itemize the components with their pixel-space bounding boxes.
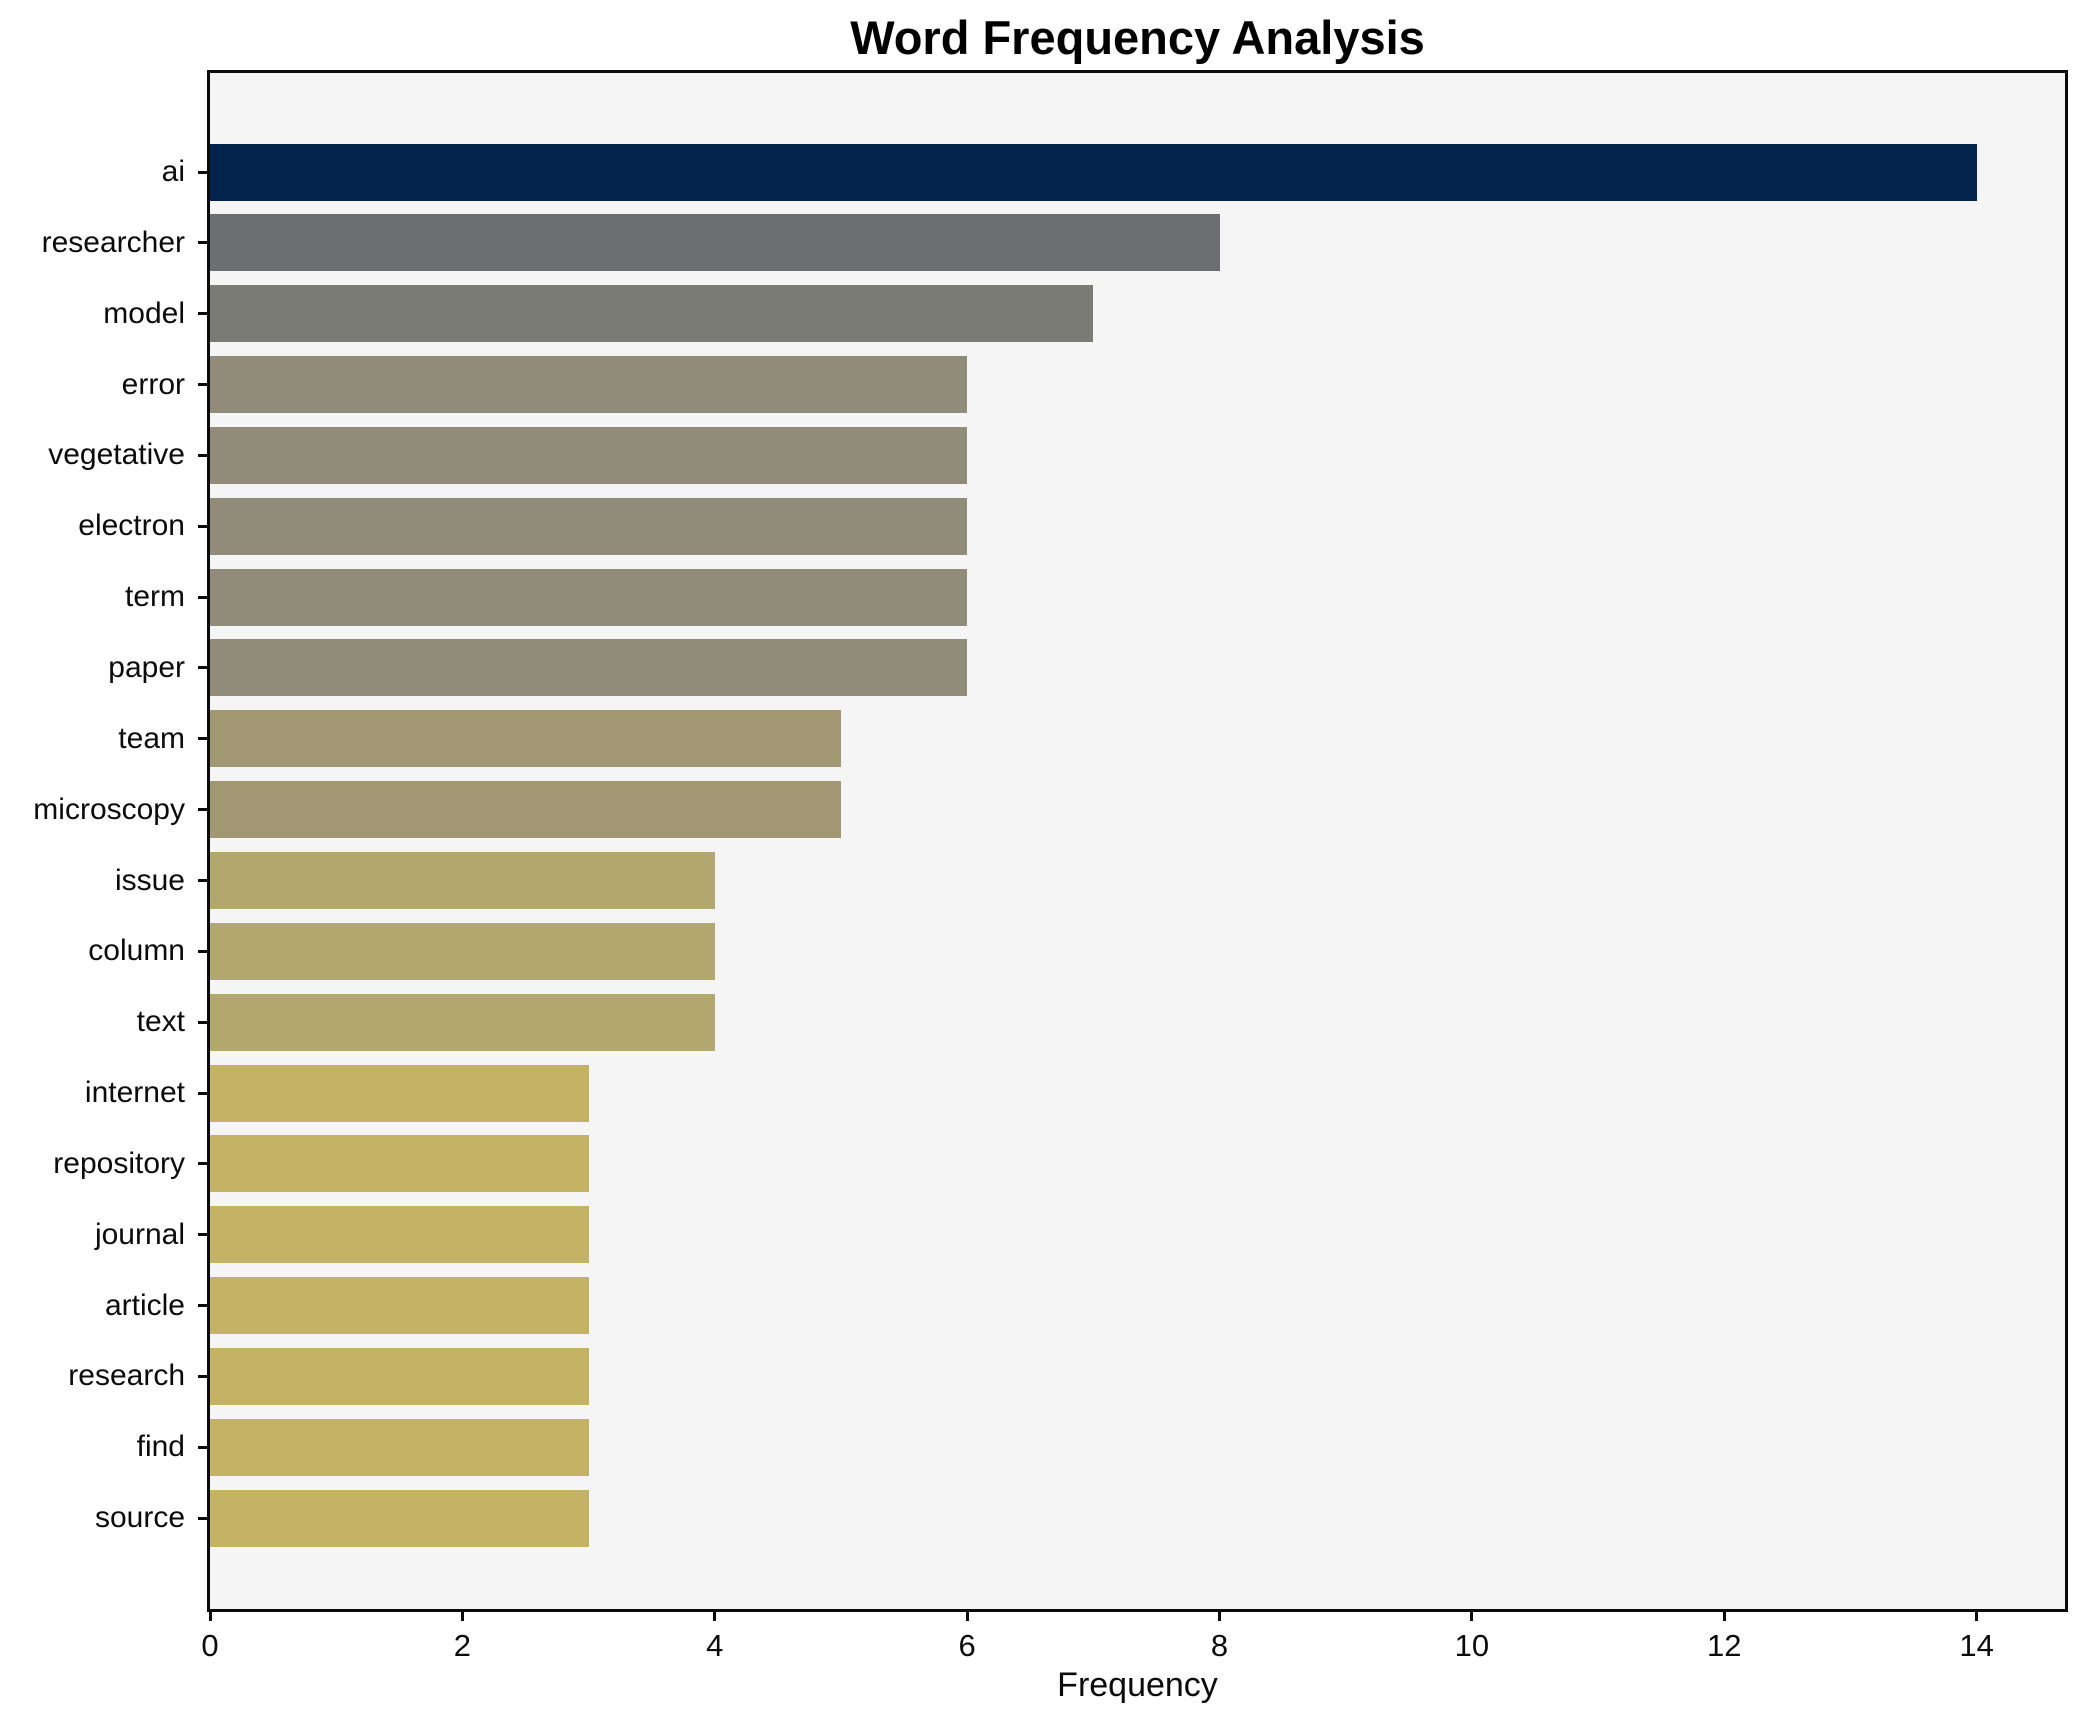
y-tick-label-error: error [121,367,185,401]
x-tick-mark [1975,1612,1979,1621]
bar-model [210,285,1093,343]
y-tick-mark [198,1162,207,1166]
y-tick-mark [198,737,207,741]
bar-find [210,1418,589,1476]
x-tick-label-0: 0 [201,1628,219,1663]
x-tick-label-6: 6 [958,1628,976,1663]
bar-article [210,1277,589,1335]
bar-vegetative [210,426,967,484]
y-tick-label-researcher: researcher [41,225,185,259]
x-axis-label: Frequency [1057,1666,1218,1704]
y-tick-label-journal: journal [94,1217,185,1251]
y-tick-mark [198,1445,207,1449]
y-tick-label-issue: issue [114,863,185,897]
y-tick-label-microscopy: microscopy [33,792,185,826]
x-tick-mark [1218,1612,1222,1621]
y-tick-mark [198,453,207,457]
chart-title: Word Frequency Analysis [850,11,1425,64]
x-tick-mark [460,1612,464,1621]
y-tick-label-team: team [118,721,185,755]
y-tick-label-electron: electron [78,509,185,543]
bar-error [210,356,967,414]
y-tick-label-paper: paper [108,650,185,684]
x-tick-mark [1722,1612,1726,1621]
y-tick-mark [198,1516,207,1520]
bar-column [210,922,715,980]
x-tick-label-4: 4 [706,1628,724,1663]
y-tick-mark [198,241,207,245]
bar-electron [210,497,967,555]
bar-journal [210,1206,589,1264]
x-tick-label-8: 8 [1210,1628,1229,1663]
bar-source [210,1489,589,1547]
y-tick-mark [198,879,207,882]
bar-internet [210,1064,589,1122]
y-tick-label-term: term [125,580,185,614]
y-tick-mark [198,383,207,387]
y-tick-mark [198,595,207,599]
x-tick-label-14: 14 [1959,1628,1994,1663]
bar-microscopy [210,781,841,839]
bar-researcher [210,214,1220,272]
y-tick-mark [198,808,207,812]
x-tick-mark [965,1612,969,1621]
y-tick-label-research: research [68,1359,185,1393]
x-tick-mark [713,1612,717,1621]
x-tick-label-10: 10 [1454,1628,1490,1663]
x-tick-label-2: 2 [453,1628,471,1663]
y-tick-label-ai: ai [161,155,185,188]
bar-text [210,993,715,1051]
bar-repository [210,1135,589,1193]
y-tick-mark [198,1304,207,1308]
y-tick-mark [198,170,207,174]
y-tick-label-repository: repository [53,1146,185,1180]
y-tick-label-article: article [104,1288,185,1322]
y-tick-mark [198,1233,207,1237]
y-tick-label-vegetative: vegetative [48,438,185,472]
bar-term [210,568,967,626]
bar-issue [210,852,715,909]
x-tick-mark [1470,1612,1474,1621]
y-tick-mark [198,1020,207,1024]
y-tick-mark [198,949,207,953]
y-tick-mark [198,1374,207,1378]
y-tick-label-text: text [136,1005,185,1039]
y-tick-label-source: source [94,1501,185,1535]
y-tick-label-find: find [136,1430,185,1464]
bar-paper [210,639,967,697]
x-tick-label-12: 12 [1707,1628,1742,1663]
x-tick-mark [208,1612,212,1621]
bar-research [210,1347,589,1405]
y-tick-label-model: model [103,296,185,330]
plot-area [207,70,2068,1612]
bar-ai [210,143,1977,201]
y-tick-label-internet: internet [84,1076,185,1110]
y-tick-label-column: column [88,934,185,968]
y-tick-mark [198,312,207,316]
y-tick-mark [198,1091,207,1095]
bar-team [210,710,841,768]
y-tick-mark [198,524,207,528]
y-tick-mark [198,666,207,670]
